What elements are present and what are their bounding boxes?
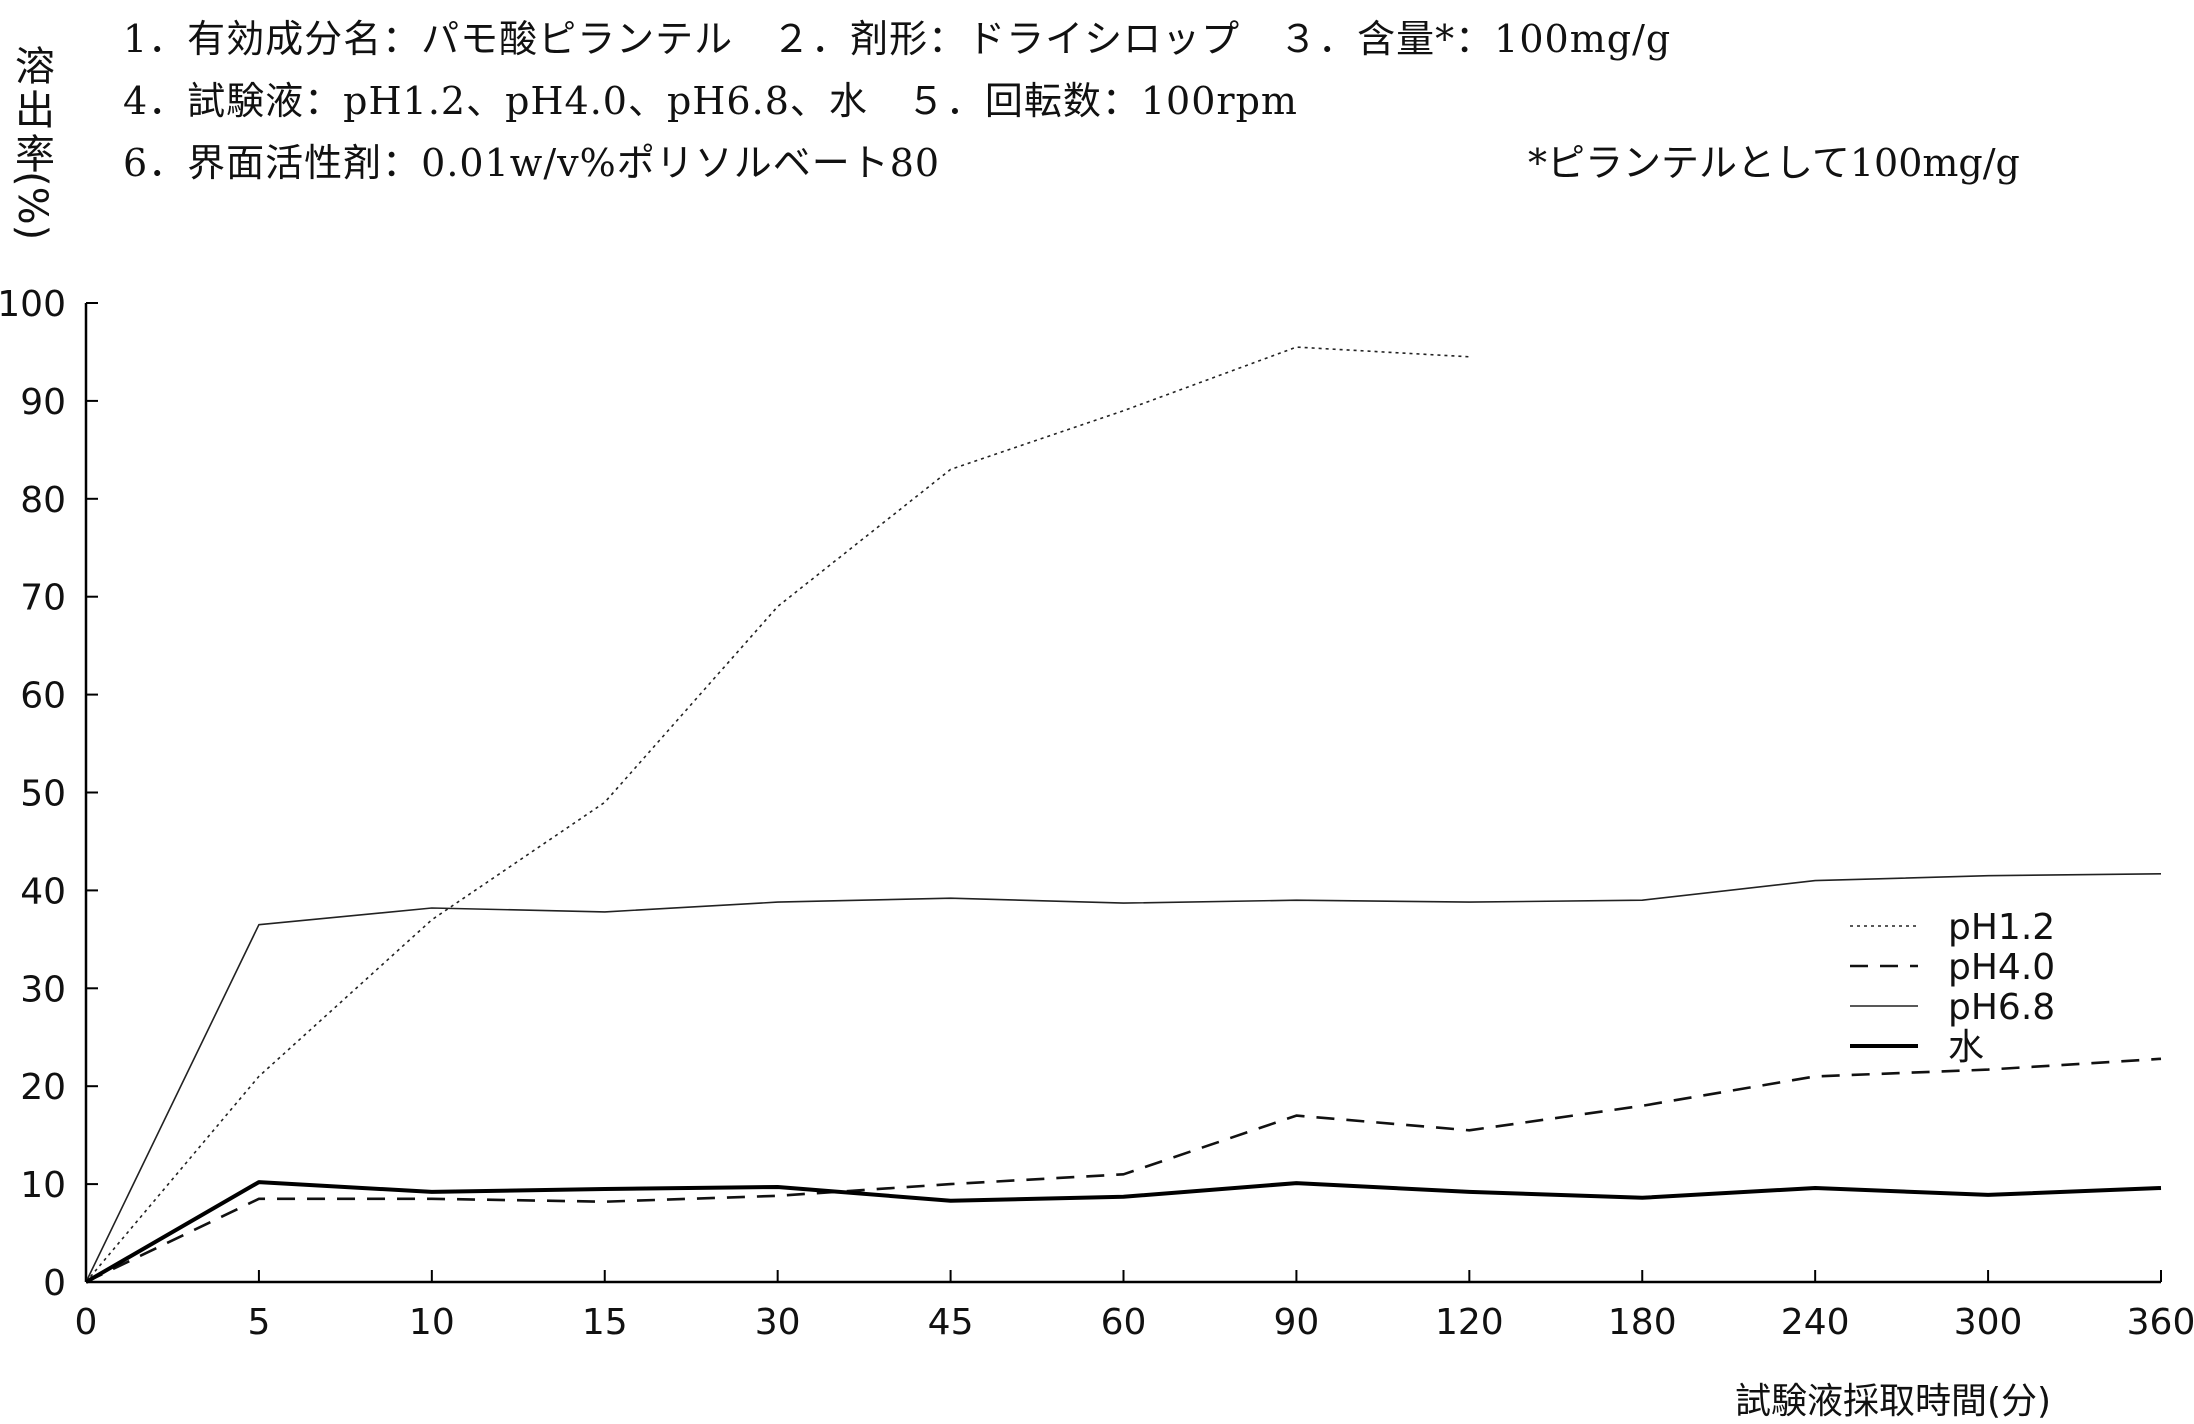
- y-tick-label: 10: [20, 1165, 66, 1206]
- y-axis-label-char: 率: [15, 132, 55, 178]
- x-tick-label: 10: [409, 1302, 455, 1343]
- y-tick-label: 40: [20, 871, 66, 912]
- header-line-2: 4．試験液：pH1.2、pH4.0、pH6.8、水 ５．回転数：100rpm: [123, 79, 1298, 123]
- y-tick-label: 60: [20, 676, 66, 717]
- x-tick-label: 5: [247, 1302, 270, 1343]
- y-tick-label: 0: [43, 1263, 66, 1304]
- x-tick-label: 15: [582, 1302, 628, 1343]
- y-axis-label: 溶 出 率 (%): [9, 44, 60, 240]
- y-tick-label: 70: [20, 578, 66, 619]
- legend-label: 水: [1948, 1027, 1984, 1068]
- series-line-pH4.0: [85, 1057, 2162, 1284]
- x-tick-label: 90: [1274, 1302, 1320, 1343]
- x-tick-label: 360: [2127, 1302, 2194, 1343]
- x-tick-label: 120: [1435, 1302, 1504, 1343]
- y-tick-label: 90: [20, 382, 66, 423]
- legend-label: pH4.0: [1948, 947, 2055, 988]
- content-note: *ピランテルとして100mg/g: [1528, 141, 2020, 185]
- legend-label: pH1.2: [1948, 907, 2055, 948]
- x-tick-label: 60: [1101, 1302, 1147, 1343]
- x-axis-label: 試験液採取時間(分): [1735, 1381, 2052, 1422]
- header-line-3: 6．界面活性剤：0.01w/v%ポリソルベート80: [123, 141, 941, 185]
- x-tick-label: 300: [1954, 1302, 2023, 1343]
- x-tick-label: 180: [1608, 1302, 1677, 1343]
- header-line-1: 1．有効成分名：パモ酸ピランテル ２．剤形：ドライシロップ ３．含量*：100m…: [123, 17, 1672, 61]
- chart-axes: 0 10 20 30 40 50 60 70 80 90 100 0 5 10 15 30 45 60 90 120 1…: [0, 284, 2194, 1343]
- y-tick-label: 30: [20, 969, 66, 1010]
- chart-series: [84, 346, 2162, 1284]
- y-axis-label-char: 溶: [15, 44, 55, 90]
- x-tick-label: 0: [75, 1302, 98, 1343]
- series-line-pH1.2: [85, 346, 1470, 1283]
- y-tick-label: 50: [20, 774, 66, 815]
- y-tick-label: 20: [20, 1067, 66, 1108]
- series-line-水: [84, 1180, 2162, 1284]
- y-axis-label-char: 出: [15, 88, 55, 134]
- x-tick-label: 45: [928, 1302, 974, 1343]
- x-tick-label: 240: [1781, 1302, 1850, 1343]
- y-tick-label: 100: [0, 284, 66, 325]
- legend-label: pH6.8: [1948, 987, 2055, 1028]
- y-tick-label: 80: [20, 480, 66, 521]
- series-line-pH6.8: [85, 873, 2162, 1283]
- x-tick-label: 30: [755, 1302, 801, 1343]
